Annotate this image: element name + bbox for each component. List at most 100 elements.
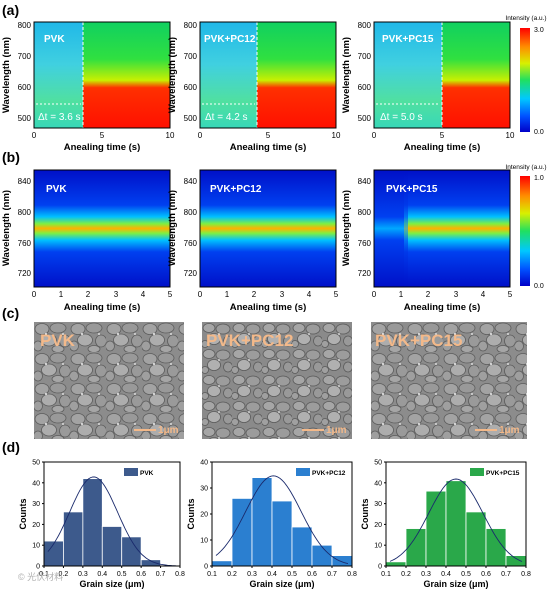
row-b-panel-pc12: PVK+PC12 720 760 800 840 0 1 2 3 4 5 Ane…	[167, 169, 339, 313]
row-a-panel-pc15: PVK+PC15 Δt = 5.0 s 500 600 700 800 0 5 …	[341, 21, 515, 153]
histogram-bar	[425, 490, 447, 567]
fit-curve	[215, 475, 349, 565]
x-tick-label: 0.7	[327, 571, 337, 578]
plot-frame	[373, 169, 511, 288]
colorbar-gradient	[520, 176, 530, 286]
x-axis-label: Anealing time (s)	[404, 302, 481, 313]
xtick: 1	[225, 290, 230, 299]
x-tick-label: 0.8	[347, 571, 357, 578]
y-axis-label: Wavelength (nm)	[167, 37, 178, 113]
histogram-bar	[271, 500, 293, 567]
histogram-3: 0.1 0.2 0.3 0.4 0.5 0.6 0.7 0.8 0 10 20 30 40 50 Grain…	[360, 460, 531, 589]
ytick: 700	[358, 52, 372, 61]
row-a-panel-pc12: PVK+PC12 Δt = 4.2 s 500 600 700 800 0 5 …	[167, 21, 341, 153]
legend-swatch	[470, 468, 484, 476]
legend-label: PVK+PC12	[312, 470, 346, 477]
x-tick-label: 0.4	[267, 571, 277, 578]
histogram-bar	[505, 555, 527, 567]
x-tick-label: 0.7	[156, 571, 166, 578]
xtick: 10	[506, 131, 515, 140]
colorbar-a: Intensity (a.u.) 3.0 0.0	[505, 15, 546, 136]
y-tick-label: 50	[374, 460, 382, 467]
histogram-bar	[43, 540, 64, 567]
xtick: 0	[198, 290, 203, 299]
y-tick-label: 50	[32, 460, 40, 467]
y-tick-label: 20	[32, 522, 40, 529]
x-axis-label: Grain size (μm)	[79, 579, 144, 589]
histogram-1: 0.1 0.2 0.3 0.4 0.5 0.6 0.7 0.8 0 10 20 30 40 50 Grain…	[18, 460, 185, 589]
xtick: 5	[168, 290, 173, 299]
ytick: 700	[18, 52, 32, 61]
y-tick-label: 20	[200, 512, 208, 519]
y-tick-label: 20	[374, 522, 382, 529]
panel-title: PVK+PC12	[210, 184, 262, 195]
ytick: 760	[18, 239, 32, 248]
panel-title: PVK+PC15	[386, 184, 438, 195]
legend-label: PVK	[140, 470, 154, 477]
histogram-bar	[445, 480, 467, 567]
x-tick-label: 0.2	[401, 571, 411, 578]
ytick: 840	[18, 177, 32, 186]
ytick: 800	[184, 21, 198, 30]
xtick: 2	[426, 290, 431, 299]
y-tick-label: 30	[374, 501, 382, 508]
x-axis-label: Anealing time (s)	[230, 142, 307, 153]
panel-label-b: (b)	[2, 149, 20, 165]
colorbar-min: 0.0	[534, 283, 544, 290]
xtick: 4	[141, 290, 146, 299]
plot-frame	[199, 21, 337, 129]
row-b-panel-pvk: PVK 720 760 800 840 0 1 2 3 4 5 Anealing…	[1, 169, 173, 313]
colorbar-title: Intensity (a.u.)	[505, 15, 546, 22]
sem-label: PVK	[40, 331, 76, 350]
plot-frame	[33, 21, 171, 129]
legend-swatch	[296, 468, 310, 476]
plot-frame	[373, 21, 511, 129]
y-tick-label: 0	[378, 564, 382, 571]
plot-frame	[43, 461, 181, 567]
panel-title: PVK+PC15	[382, 34, 434, 45]
xtick: 0	[198, 131, 203, 140]
dt-label: Δt = 4.2 s	[205, 112, 248, 123]
x-tick-label: 0.2	[59, 571, 69, 578]
histogram-bar	[291, 526, 313, 567]
histogram-bar	[311, 544, 333, 567]
xtick: 5	[508, 290, 513, 299]
histogram-bar	[82, 478, 103, 567]
x-tick-label: 0.1	[381, 571, 391, 578]
heatmap-early	[374, 22, 442, 128]
row-b: PVK 720 760 800 840 0 1 2 3 4 5 Anealing…	[1, 164, 547, 313]
fit-curve	[47, 476, 177, 567]
fit-curve	[389, 478, 523, 562]
panel-label-a: (a)	[2, 2, 19, 18]
heatmap-early	[200, 22, 257, 128]
y-tick-label: 40	[32, 480, 40, 487]
xtick: 2	[252, 290, 257, 299]
x-tick-label: 0.4	[97, 571, 107, 578]
scale-bar-label: 1μm	[158, 425, 179, 436]
y-tick-label: 0	[36, 564, 40, 571]
histogram-bar	[385, 561, 407, 567]
ytick: 500	[184, 114, 198, 123]
ytick: 800	[358, 21, 372, 30]
x-tick-label: 0.8	[521, 571, 531, 578]
ytick: 800	[184, 208, 198, 217]
xtick: 5	[440, 131, 445, 140]
xtick: 3	[114, 290, 119, 299]
x-tick-label: 0.3	[78, 571, 88, 578]
sem-image	[202, 322, 352, 439]
colorbar-max: 3.0	[534, 27, 544, 34]
heatmap-late	[442, 22, 510, 128]
ytick: 760	[184, 239, 198, 248]
histogram-bar	[101, 526, 123, 567]
heatmap-transition	[388, 170, 408, 287]
x-tick-label: 0.8	[175, 571, 185, 578]
ytick: 840	[358, 177, 372, 186]
x-axis-label: Anealing time (s)	[404, 142, 481, 153]
histogram-bar	[331, 555, 353, 567]
x-tick-label: 0.6	[481, 571, 491, 578]
plot-frame	[199, 169, 337, 288]
panel-label-c: (c)	[2, 305, 19, 321]
x-tick-label: 0.3	[247, 571, 257, 578]
heatmap-band	[34, 170, 170, 287]
ytick: 720	[18, 269, 32, 278]
